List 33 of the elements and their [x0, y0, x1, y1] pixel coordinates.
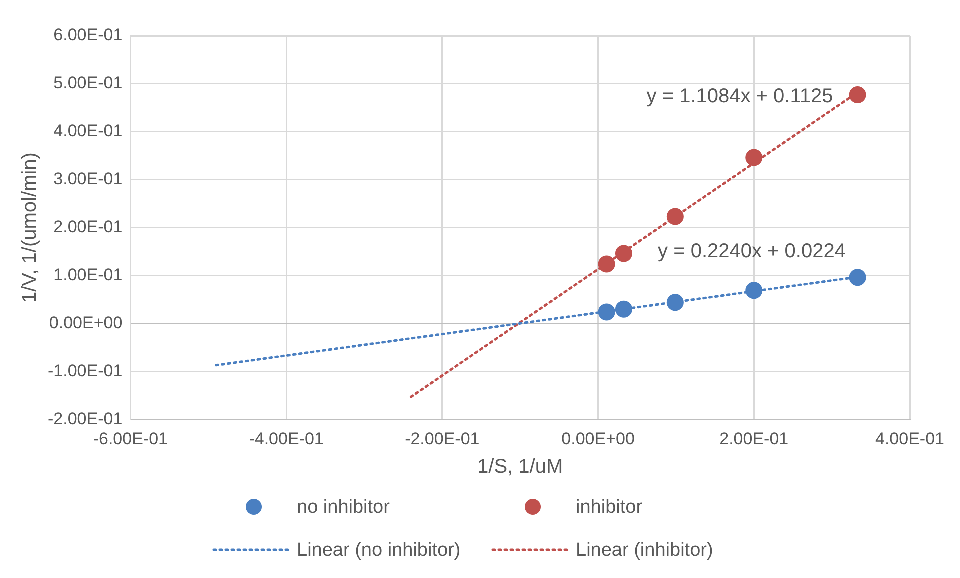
point	[746, 282, 763, 300]
x-tick-label: -4.00E-01	[249, 429, 324, 448]
y-tick-label: 3.00E-01	[54, 170, 123, 189]
legend-label: no inhibitor	[297, 497, 391, 518]
x-tick-label: -2.00E-01	[405, 429, 480, 448]
legend-label: Linear (inhibitor)	[576, 540, 714, 562]
annotation: y = 0.2240x + 0.0224	[658, 240, 846, 263]
y-tick-label: -1.00E-01	[48, 361, 123, 380]
x-tick-label: 4.00E-01	[876, 429, 944, 448]
point	[666, 294, 684, 312]
x-tick-label: 2.00E-01	[720, 429, 789, 448]
annotation: y = 1.1084x + 0.1125	[646, 86, 834, 108]
point	[615, 300, 632, 318]
y-axis-title: 1/V, 1/(umol/min)	[19, 152, 42, 304]
y-tick-label: 1.00E-01	[54, 265, 123, 284]
x-axis-title: 1/S, 1/uM	[478, 456, 564, 478]
point	[615, 245, 632, 262]
point	[746, 149, 763, 166]
x-tick-label: -6.00E-01	[93, 429, 168, 448]
y-tick-label: 2.00E-01	[54, 217, 123, 236]
y-tick-label: 6.00E-01	[54, 26, 123, 45]
point	[598, 304, 616, 321]
point	[666, 208, 684, 226]
x-tick-label: 0.00E+00	[562, 429, 635, 448]
legend-label: inhibitor	[576, 497, 644, 518]
y-tick-label: 5.00E-01	[54, 74, 123, 93]
point	[849, 269, 866, 286]
point	[849, 86, 866, 104]
y-tick-label: 4.00E-01	[54, 122, 123, 141]
y-tick-label: -2.00E-01	[48, 409, 123, 428]
legend-label: Linear (no inhibitor)	[297, 540, 461, 562]
point	[598, 256, 616, 273]
y-tick-label: 0.00E+00	[49, 313, 123, 332]
